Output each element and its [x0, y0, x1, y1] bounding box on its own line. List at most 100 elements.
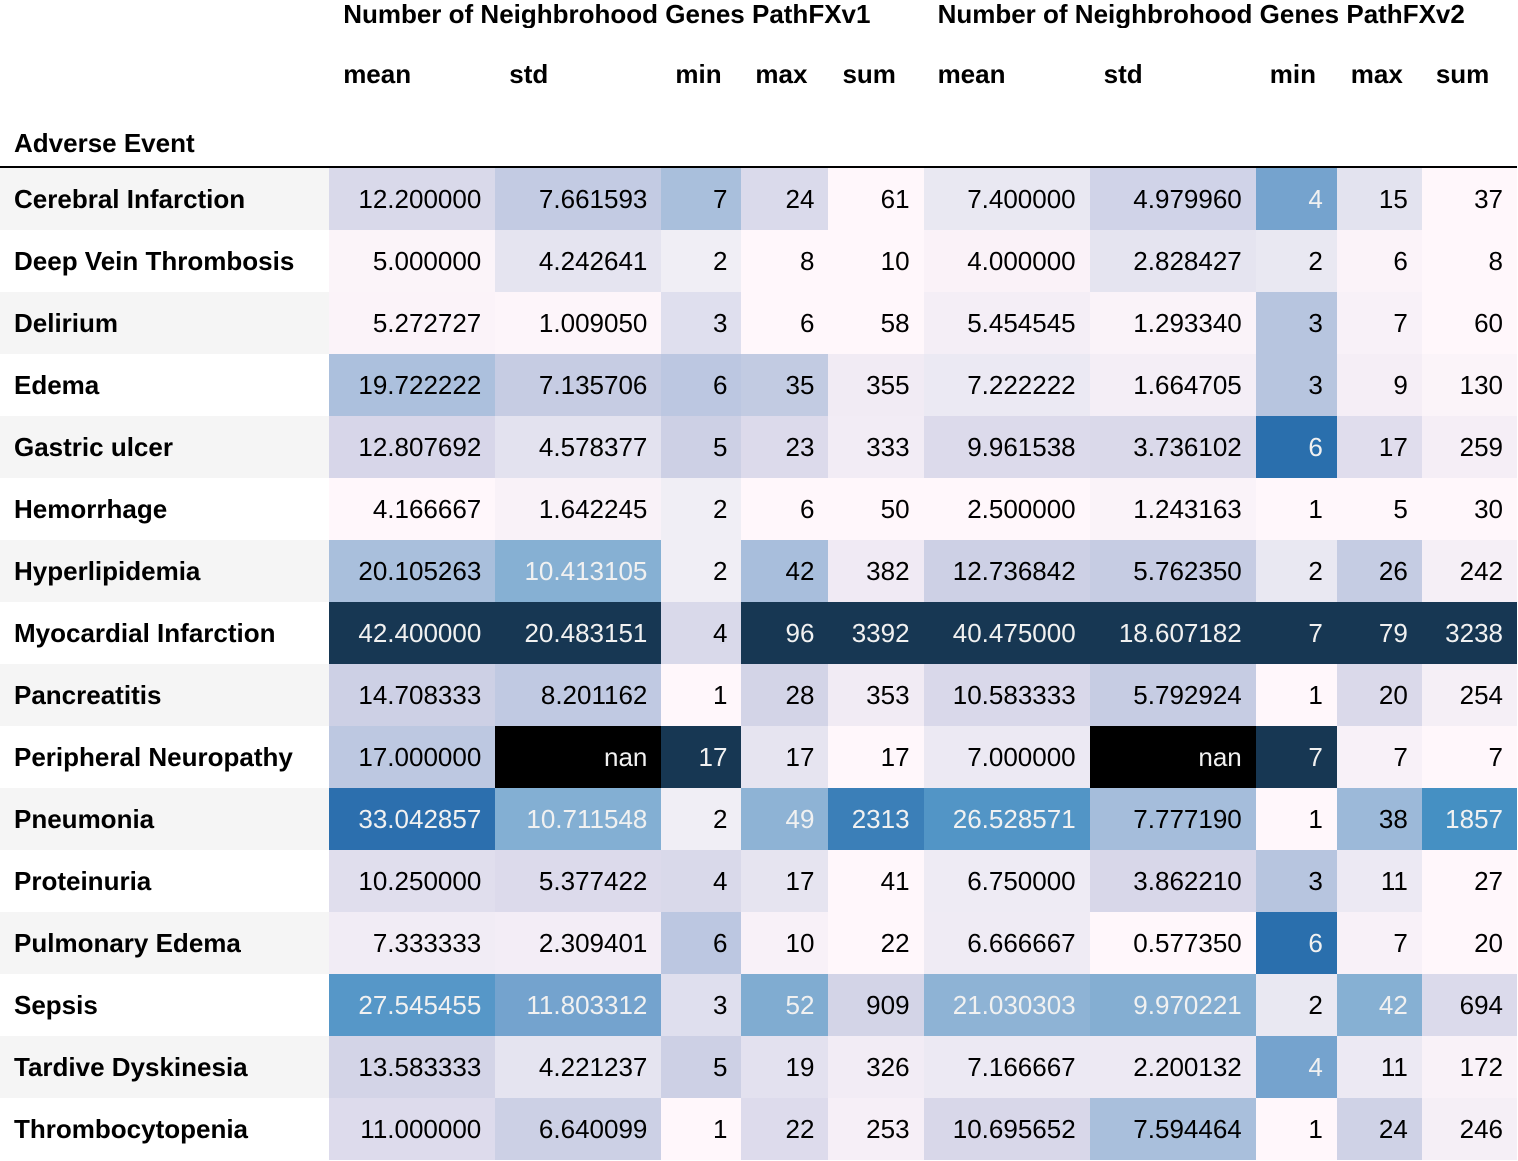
table-cell: 20 — [1421, 912, 1517, 974]
table-cell: 4 — [661, 850, 742, 912]
table-cell: 5.000000 — [329, 230, 496, 292]
table-cell: 3 — [1255, 354, 1337, 416]
header-blank — [329, 120, 1517, 167]
table-cell: 353 — [828, 664, 924, 726]
row-label: Deep Vein Thrombosis — [0, 230, 330, 292]
table-cell: 8 — [741, 230, 829, 292]
row-label: Hyperlipidemia — [0, 540, 330, 602]
table-cell: 10.695652 — [923, 1098, 1090, 1160]
table-cell: 1 — [1255, 1098, 1337, 1160]
table-row: Gastric ulcer 12.807692 4.578377 5 23 333 9.96… — [0, 416, 1517, 478]
index-name: Adverse Event — [0, 120, 330, 167]
group-header-row: Number of Neighbrohood Genes PathFXv1 Nu… — [0, 0, 1517, 28]
row-label: Edema — [0, 354, 330, 416]
table-row: Proteinuria 10.250000 5.377422 4 17 41 6.75000… — [0, 850, 1517, 912]
table-body: Cerebral Infarction 12.200000 7.661593 7 24 6… — [0, 167, 1517, 1160]
table-cell: 17.000000 — [329, 726, 496, 788]
row-label: Delirium — [0, 292, 330, 354]
table-cell: 7 — [661, 167, 742, 230]
table-cell: 6 — [661, 354, 742, 416]
table-cell: 130 — [1421, 354, 1517, 416]
table-cell: 18.607182 — [1089, 602, 1256, 664]
table-cell: 5.454545 — [923, 292, 1090, 354]
row-label: Pancreatitis — [0, 664, 330, 726]
table-cell: 3238 — [1421, 602, 1517, 664]
col-header: mean — [923, 28, 1090, 120]
col-header: mean — [329, 28, 496, 120]
table-cell: 2.828427 — [1089, 230, 1256, 292]
table-cell: 5.272727 — [329, 292, 496, 354]
table-cell: 5 — [661, 416, 742, 478]
table-cell: 37 — [1421, 167, 1517, 230]
table-cell: 909 — [828, 974, 924, 1036]
table-cell: 5.762350 — [1089, 540, 1256, 602]
table-cell: 7.594464 — [1089, 1098, 1256, 1160]
table-cell: 355 — [828, 354, 924, 416]
row-label: Myocardial Infarction — [0, 602, 330, 664]
table-row: Hyperlipidemia 20.105263 10.413105 2 42 382 12… — [0, 540, 1517, 602]
stat-header-row: mean std min max sum mean std min max su… — [0, 28, 1517, 120]
table-cell: 1.243163 — [1089, 478, 1256, 540]
table-cell: 246 — [1421, 1098, 1517, 1160]
table-cell: 4.242641 — [495, 230, 662, 292]
table-cell: 9 — [1336, 354, 1422, 416]
col-header: std — [495, 28, 662, 120]
table-cell: 6 — [741, 292, 829, 354]
table-cell: 41 — [828, 850, 924, 912]
table-cell: 326 — [828, 1036, 924, 1098]
col-header: sum — [828, 28, 924, 120]
table-cell: 7 — [1336, 726, 1422, 788]
table-cell: 61 — [828, 167, 924, 230]
table-cell: 26 — [1336, 540, 1422, 602]
table-cell: 3 — [1255, 292, 1337, 354]
row-label: Tardive Dyskinesia — [0, 1036, 330, 1098]
table-cell: 5 — [1336, 478, 1422, 540]
col-header: max — [741, 28, 829, 120]
table-cell: nan — [1089, 726, 1256, 788]
table-cell: 14.708333 — [329, 664, 496, 726]
table-cell: 2 — [1255, 974, 1337, 1036]
table-cell: 17 — [1336, 416, 1422, 478]
table-cell: 7.166667 — [923, 1036, 1090, 1098]
table-cell: 5.792924 — [1089, 664, 1256, 726]
table-cell: 6 — [1255, 912, 1337, 974]
table-cell: 6 — [661, 912, 742, 974]
table-cell: 4.979960 — [1089, 167, 1256, 230]
table-row: Hemorrhage 4.166667 1.642245 2 6 50 2.500000 1.… — [0, 478, 1517, 540]
index-name-row: Adverse Event — [0, 120, 1517, 167]
table-cell: 52 — [741, 974, 829, 1036]
table-cell: 1.642245 — [495, 478, 662, 540]
table-cell: 50 — [828, 478, 924, 540]
table-cell: 9.970221 — [1089, 974, 1256, 1036]
table-cell: 2.200132 — [1089, 1036, 1256, 1098]
table-cell: 7 — [1421, 726, 1517, 788]
table-cell: 6.750000 — [923, 850, 1090, 912]
header-blank — [0, 28, 330, 120]
table-cell: 22 — [741, 1098, 829, 1160]
table-cell: 58 — [828, 292, 924, 354]
table-cell: 11.000000 — [329, 1098, 496, 1160]
table-cell: 30 — [1421, 478, 1517, 540]
table-cell: 6.640099 — [495, 1098, 662, 1160]
table-cell: 7 — [1255, 602, 1337, 664]
table-cell: 2 — [661, 478, 742, 540]
table-cell: 40.475000 — [923, 602, 1090, 664]
table-cell: 13.583333 — [329, 1036, 496, 1098]
table-cell: 27 — [1421, 850, 1517, 912]
table-row: Thrombocytopenia 11.000000 6.640099 1 22 253 1… — [0, 1098, 1517, 1160]
table-cell: 5 — [661, 1036, 742, 1098]
table-cell: 3.736102 — [1089, 416, 1256, 478]
table-cell: 60 — [1421, 292, 1517, 354]
table-cell: 10.413105 — [495, 540, 662, 602]
table-cell: 4.000000 — [923, 230, 1090, 292]
table-cell: 42 — [1336, 974, 1422, 1036]
row-label: Gastric ulcer — [0, 416, 330, 478]
table-cell: 10 — [741, 912, 829, 974]
table-cell: 8 — [1421, 230, 1517, 292]
table-cell: 17 — [828, 726, 924, 788]
table-cell: 79 — [1336, 602, 1422, 664]
table-cell: 6 — [1255, 416, 1337, 478]
table-cell: 1857 — [1421, 788, 1517, 850]
table-cell: 253 — [828, 1098, 924, 1160]
table-row: Deep Vein Thrombosis 5.000000 4.242641 2 8 10… — [0, 230, 1517, 292]
